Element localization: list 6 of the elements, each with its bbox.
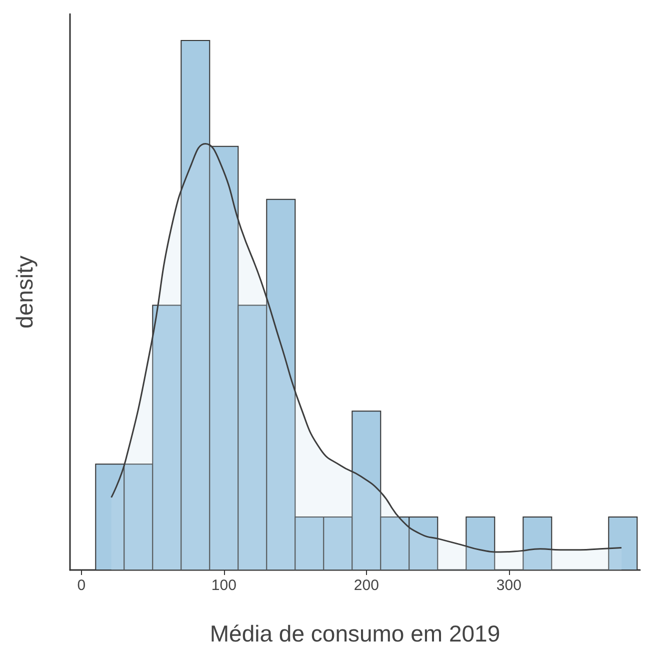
y-axis-title: density: [12, 255, 38, 328]
x-tick-label: 200: [354, 577, 379, 594]
x-tick-label: 0: [77, 577, 86, 594]
x-tick-label: 100: [211, 577, 236, 594]
x-axis-title: Média de consumo em 2019: [210, 620, 500, 646]
x-tick-label: 300: [496, 577, 522, 594]
